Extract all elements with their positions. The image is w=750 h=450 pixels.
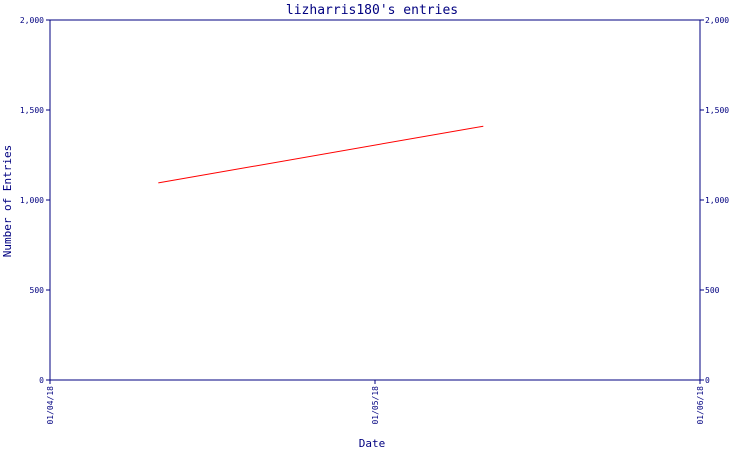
y-tick-label-right: 1,000 (705, 196, 729, 205)
series-layer (158, 125, 484, 184)
y-tick-label-right: 0 (705, 376, 710, 385)
y-tick-label-left: 500 (30, 286, 45, 295)
x-tick-label: 01/04/18 (46, 386, 55, 425)
y-tick-label-left: 0 (39, 376, 44, 385)
ticks: 0 0 500 500 1,000 1,000 1,500 1,500 2,000 2,000 01… (20, 16, 729, 425)
x-tick-label: 01/06/18 (696, 386, 705, 425)
x-tick-label: 01/05/18 (371, 386, 380, 425)
y-tick-label-left: 2,000 (20, 16, 44, 25)
x-axis-label: Date (359, 437, 386, 450)
series-line (158, 125, 484, 184)
y-tick-label-right: 2,000 (705, 16, 729, 25)
y-tick-label-left: 1,000 (20, 196, 44, 205)
y-tick-label-left: 1,500 (20, 106, 44, 115)
y-axis-label: Number of Entries (1, 145, 14, 258)
y-tick-label-right: 500 (705, 286, 720, 295)
chart-title: lizharris180's entries (286, 3, 458, 18)
y-tick-label-right: 1,500 (705, 106, 729, 115)
